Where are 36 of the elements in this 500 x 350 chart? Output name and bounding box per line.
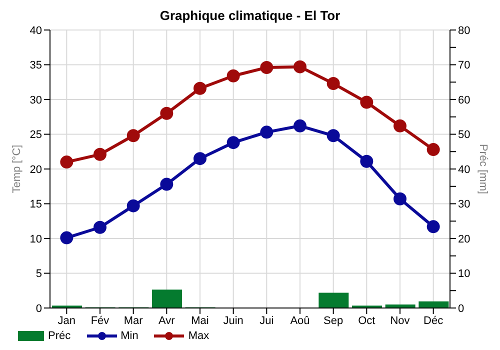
y2-tick-label: 10 [458,268,470,280]
x-tick-label: Mai [191,314,209,327]
legend-label: Max [188,330,210,342]
y-tick-label: 25 [30,129,42,142]
y2-tick-label: 60 [458,94,470,106]
y2-tick-label: 50 [458,129,470,142]
y-tick-label: 15 [30,198,42,211]
x-tick-label: Mar [124,314,144,327]
chart-title: Graphique climatique - El Tor [158,8,342,25]
y-tick-label: 35 [30,60,42,72]
y2-tick-label: 70 [458,60,470,72]
y2-tick-label: 0 [458,302,464,315]
y2-tick-label: 30 [458,198,470,211]
x-tick-label: Fév [90,314,110,327]
x-tick-label: Oct [358,314,376,327]
y-axis-title: Temp [°C] [10,144,23,194]
y-tick-label: 40 [30,24,42,37]
x-tick-label: Avr [158,314,176,327]
x-tick-label: Jui [260,314,274,327]
x-tick-label: Jan [58,314,76,327]
y-tick-label: 5 [36,268,42,280]
x-tick-label: Nov [390,314,410,327]
legend-label: Préc [48,330,71,342]
x-tick-label: Juin [223,314,244,327]
y-tick-label: 20 [30,164,42,176]
y-tick-label: 0 [36,302,42,315]
legend-label: Min [120,330,138,342]
x-tick-label: Aoû [290,314,310,327]
y-tick-label: 10 [30,233,42,246]
y2-tick-label: 40 [458,164,470,176]
y-tick-label: 30 [30,94,42,106]
y2-tick-label: 20 [458,233,470,246]
y2-axis-title: Préc [mm] [477,144,490,194]
x-tick-label: Sep [324,314,344,327]
y2-tick-label: 80 [458,24,470,37]
x-tick-label: Déc [424,314,444,327]
